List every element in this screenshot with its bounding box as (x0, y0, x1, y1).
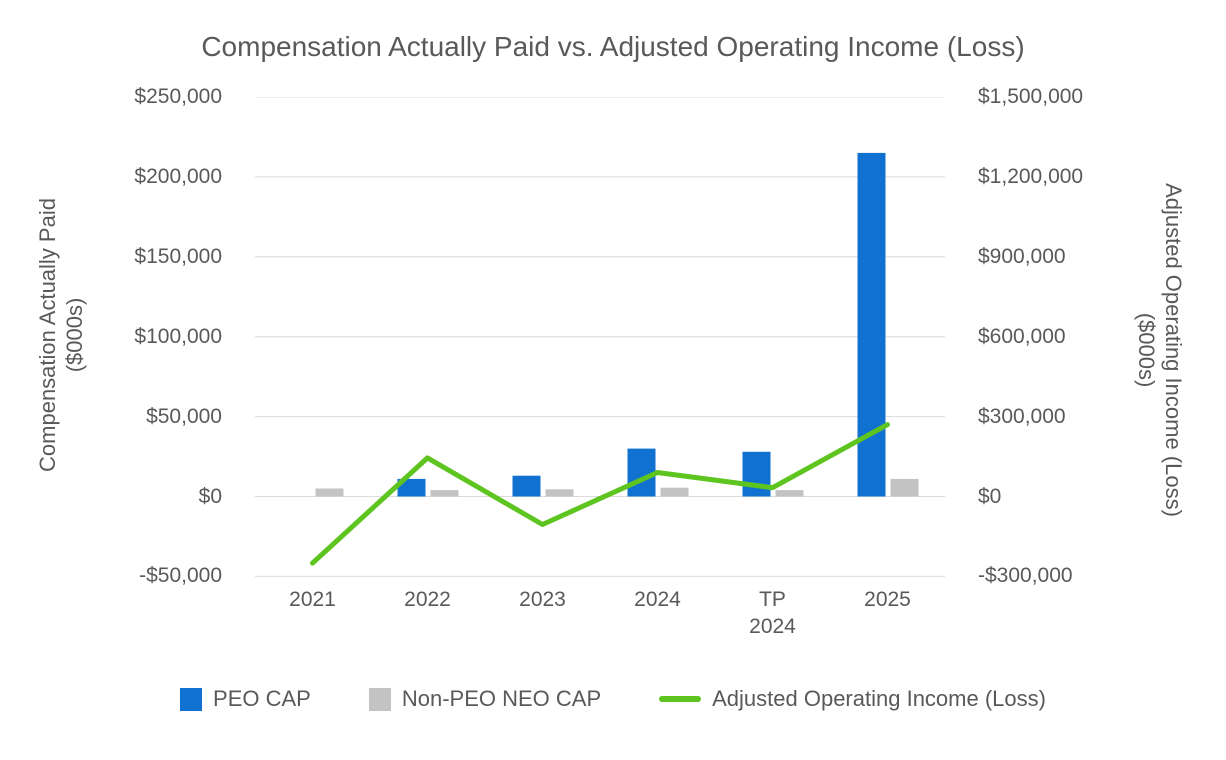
bar-peo-cap (397, 478, 426, 497)
left-axis-tick: $0 (198, 484, 222, 508)
line-adjusted-operating-income-loss (310, 422, 890, 566)
right-axis-tick: $600,000 (978, 324, 1066, 348)
legend-item-adjusted-operating-income-loss: Adjusted Operating Income (Loss) (659, 686, 1046, 712)
bar-peo-cap (627, 448, 656, 497)
right-axis-tick: $300,000 (978, 404, 1066, 428)
x-axis-label: TP 2024 (749, 588, 796, 638)
left-axis-tick: $150,000 (134, 244, 222, 268)
legend-square-swatch (368, 687, 391, 711)
legend-label: Non-PEO NEO CAP (401, 686, 602, 711)
x-axis-label: 2022 (404, 588, 451, 611)
legend-label: PEO CAP (213, 686, 311, 711)
x-axis-label: 2021 (289, 588, 336, 611)
bar-non-peo-neo-cap (545, 489, 574, 497)
legend-item-peo-cap: PEO CAP (180, 686, 311, 712)
bar-non-peo-neo-cap (315, 488, 344, 497)
legend-item-non-peo-neo-cap: Non-PEO NEO CAP (368, 686, 602, 712)
left-axis-tick: -$50,000 (139, 564, 222, 588)
left-axis-tick: $200,000 (134, 164, 222, 188)
legend-square-swatch (180, 687, 203, 711)
x-axis-label: 2024 (634, 588, 681, 611)
right-axis-tick: $1,200,000 (978, 164, 1084, 188)
bar-peo-cap (742, 451, 771, 497)
right-axis-tick: $0 (978, 484, 1002, 508)
bar-peo-cap (857, 152, 886, 497)
right-axis-tick: -$300,000 (978, 564, 1073, 588)
chart-title: Compensation Actually Paid vs. Adjusted … (201, 31, 1025, 62)
bar-non-peo-neo-cap (430, 490, 459, 497)
right-axis-title-text: Adjusted Operating Income (Loss) (1161, 183, 1186, 517)
legend-line-swatch (659, 696, 702, 702)
plot-area (255, 97, 945, 577)
legend-label: Adjusted Operating Income (Loss) (712, 686, 1046, 711)
x-axis-label: 2025 (864, 588, 911, 611)
left-axis-tick: $50,000 (146, 404, 222, 428)
right-axis-tick: $900,000 (978, 244, 1066, 268)
bar-non-peo-neo-cap (890, 478, 919, 497)
bar-peo-cap (512, 475, 541, 497)
x-axis-label: 2023 (519, 588, 566, 611)
left-axis-tick: $100,000 (134, 324, 222, 348)
left-axis-tick: $250,000 (134, 85, 222, 108)
bar-non-peo-neo-cap (775, 490, 804, 497)
bar-non-peo-neo-cap (660, 487, 689, 497)
legend: PEO CAP Non-PEO NEO CAP Adjusted Operating… (0, 686, 1226, 712)
left-axis-title-text: Compensation Actually Paid (35, 198, 60, 472)
right-axis-tick: $1,500,000 (978, 85, 1084, 108)
